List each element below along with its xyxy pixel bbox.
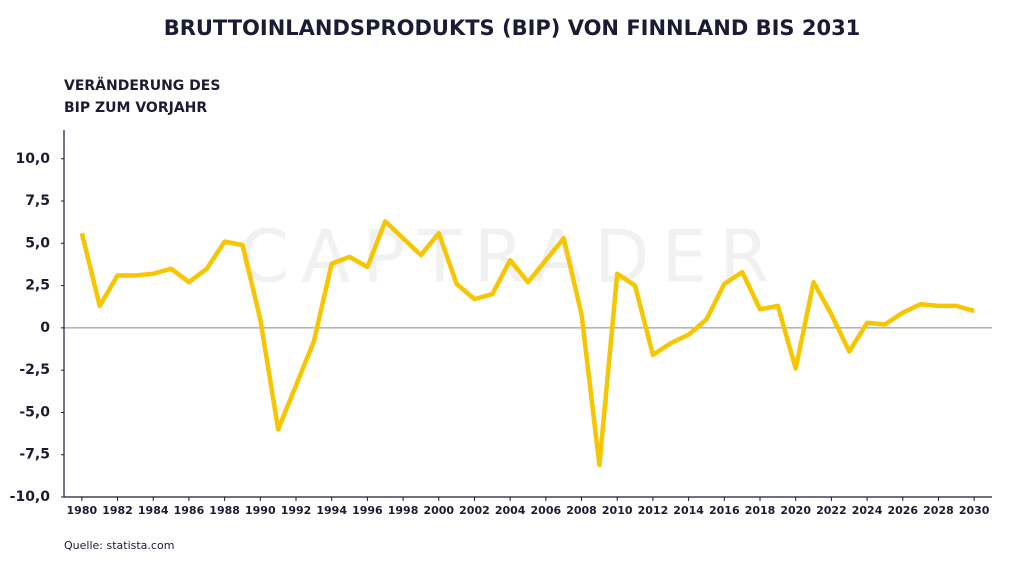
y-axis-label: VERÄNDERUNG DES xyxy=(64,77,220,94)
x-tick-label: 2024 xyxy=(852,504,883,517)
x-tick-label: 2020 xyxy=(780,504,811,517)
x-tick-label: 2010 xyxy=(602,504,633,517)
x-tick-label: 1994 xyxy=(316,504,347,517)
y-tick-label: 7,5 xyxy=(25,193,50,209)
y-tick-label: 2,5 xyxy=(25,278,50,294)
y-tick-label: -7,5 xyxy=(19,447,50,463)
x-tick-label: 2022 xyxy=(816,504,847,517)
x-tick-label: 2006 xyxy=(531,504,562,517)
x-tick-label: 1982 xyxy=(102,504,133,517)
y-tick-label: 10,0 xyxy=(15,151,50,167)
x-tick-label: 2000 xyxy=(423,504,454,517)
source: Quelle: statista.com xyxy=(64,539,174,552)
x-tick-label: 1986 xyxy=(174,504,205,517)
x-tick-label: 1980 xyxy=(67,504,98,517)
y-tick-label: 5,0 xyxy=(25,235,50,251)
y-tick-label: -10,0 xyxy=(10,489,51,505)
x-tick-label: 1998 xyxy=(388,504,419,517)
y-tick-label: -2,5 xyxy=(19,362,50,378)
y-tick-label: 0 xyxy=(40,320,50,336)
chart-title: BRUTTOINLANDSPRODUKTS (BIP) VON FINNLAND… xyxy=(164,16,861,40)
watermark: CAPTRADER xyxy=(239,215,781,299)
x-tick-label: 1990 xyxy=(245,504,276,517)
x-tick-label: 2028 xyxy=(923,504,954,517)
x-tick-label: 2004 xyxy=(495,504,526,517)
x-tick-label: 2030 xyxy=(959,504,990,517)
y-tick-label: -5,0 xyxy=(19,404,50,420)
x-tick-label: 2014 xyxy=(673,504,704,517)
x-tick-label: 2012 xyxy=(638,504,669,517)
line xyxy=(79,219,975,468)
x-tick-label: 1992 xyxy=(281,504,312,517)
x-tick-label: 2018 xyxy=(745,504,776,517)
x-tick-label: 2016 xyxy=(709,504,740,517)
x-tick-label: 2008 xyxy=(566,504,597,517)
x-tick-label: 2002 xyxy=(459,504,490,517)
x-tick-label: 1988 xyxy=(209,504,240,517)
x-tick-label: 1984 xyxy=(138,504,169,517)
x-tick-label: 2026 xyxy=(887,504,918,517)
y-axis-label: BIP ZUM VORJAHR xyxy=(64,100,207,116)
x-tick-label: 1996 xyxy=(352,504,383,517)
